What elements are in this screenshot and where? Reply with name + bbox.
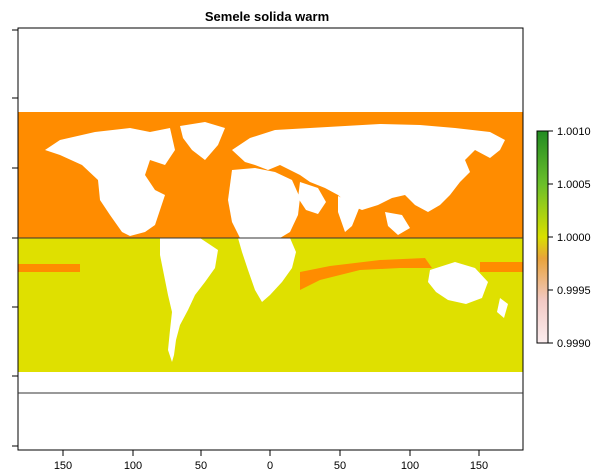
southern-fringe-west xyxy=(18,264,80,272)
x-tick-label: 50 xyxy=(195,460,207,472)
land-south-america xyxy=(160,238,218,362)
land-north-america xyxy=(45,128,175,236)
x-tick-label: 100 xyxy=(401,460,419,472)
land-arabia xyxy=(298,182,326,214)
x-tick-label: 150 xyxy=(470,460,488,472)
land-africa-south xyxy=(238,238,296,302)
land-africa-north xyxy=(228,168,300,238)
legend-tick-label: 0.9995 xyxy=(557,285,591,297)
land-eurasia xyxy=(232,124,505,212)
legend-tick-label: 1.0005 xyxy=(557,179,591,191)
southern-fringe-australia xyxy=(300,258,432,290)
x-tick-label: 100 xyxy=(124,460,142,472)
land-greenland xyxy=(180,122,225,160)
y-axis-ticks xyxy=(12,29,18,447)
legend-colorbar xyxy=(536,130,549,344)
southern-fringe-east xyxy=(480,262,523,272)
chart-title: Semele solida warm xyxy=(205,9,329,24)
x-tick-label: 50 xyxy=(334,460,346,472)
land-se-asia xyxy=(385,212,410,235)
legend-tick-label: 1.0010 xyxy=(557,126,591,138)
land-new-zealand xyxy=(497,298,508,318)
legend: 1.0010 1.0005 1.0000 0.9995 0.9990 xyxy=(536,126,591,350)
x-axis: 150 100 50 0 50 100 150 xyxy=(54,450,488,472)
x-tick-label: 0 xyxy=(267,460,273,472)
map-layer xyxy=(18,112,523,372)
x-tick-label: 150 xyxy=(54,460,72,472)
legend-tick-label: 0.9990 xyxy=(557,338,591,350)
land-australia xyxy=(428,262,488,304)
land-india xyxy=(338,196,360,232)
legend-tick-label: 1.0000 xyxy=(557,232,591,244)
